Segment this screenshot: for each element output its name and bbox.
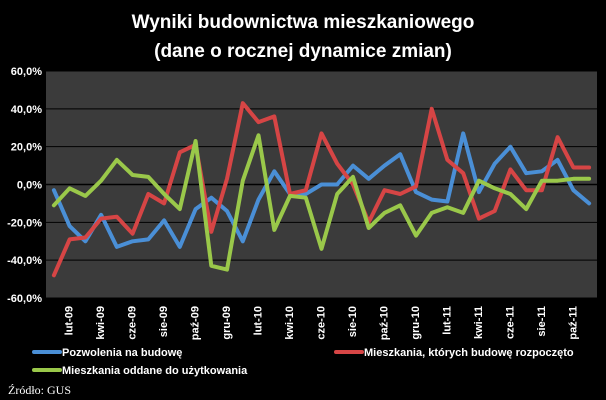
chart-title-line2: (dane o rocznej dynamice zmian) (154, 41, 452, 62)
x-tick-label: paź-10 (378, 306, 390, 340)
y-tick-label: 0,0% (17, 180, 42, 192)
x-tick-label: lut-10 (253, 306, 265, 335)
x-tick-label: kwi-10 (284, 306, 296, 340)
x-tick-label: lut-11 (441, 306, 453, 335)
series-line-0 (51, 131, 592, 249)
series-line-1 (51, 101, 592, 278)
x-tick-label: gru-09 (221, 306, 233, 340)
x-tick-label: cze-11 (504, 306, 516, 339)
x-tick-label: kwi-09 (95, 306, 107, 340)
series-lines (51, 101, 592, 278)
x-tick-label: cze-09 (127, 306, 139, 340)
chart-title-line1: Wyniki budownictwa mieszkaniowego (132, 12, 475, 33)
x-tick-label: sie-11 (536, 306, 548, 337)
series-line-2 (51, 133, 592, 272)
legend-label-2: Mieszkania oddane do użytkowania (62, 365, 248, 377)
x-tick-label: kwi-11 (473, 306, 485, 339)
x-tick-label: cze-10 (316, 306, 328, 340)
legend-label-1: Mieszkania, których budowę rozpoczęto (364, 347, 574, 359)
legend: Pozwolenia na budowę Mieszkania, których … (32, 347, 574, 377)
y-tick-label: 60,0% (11, 66, 42, 78)
x-tick-label: paź-11 (567, 306, 579, 340)
x-tick-label: sie-10 (347, 306, 359, 337)
y-tick-label: -60,0% (7, 293, 42, 305)
x-axis-ticks: lut-09 kwi-09 cze-09 sie-09 paź-09 gru-09 lut-… (46, 183, 597, 340)
x-tick-label: gru-10 (410, 306, 422, 340)
y-tick-label: 20,0% (11, 142, 42, 154)
y-axis-ticks: 60,0% 40,0% 20,0% 0,0% -20,0% -40,0% -60,0% (7, 66, 42, 305)
x-tick-label: lut-09 (64, 306, 76, 335)
y-tick-label: -20,0% (7, 217, 42, 229)
y-tick-label: 40,0% (11, 104, 42, 116)
y-tick-label: -40,0% (7, 255, 42, 267)
x-tick-label: sie-09 (158, 306, 170, 337)
legend-label-0: Pozwolenia na budowę (62, 347, 182, 359)
source-note: Źródło: GUS (8, 383, 71, 397)
x-tick-label: paź-09 (190, 306, 202, 340)
